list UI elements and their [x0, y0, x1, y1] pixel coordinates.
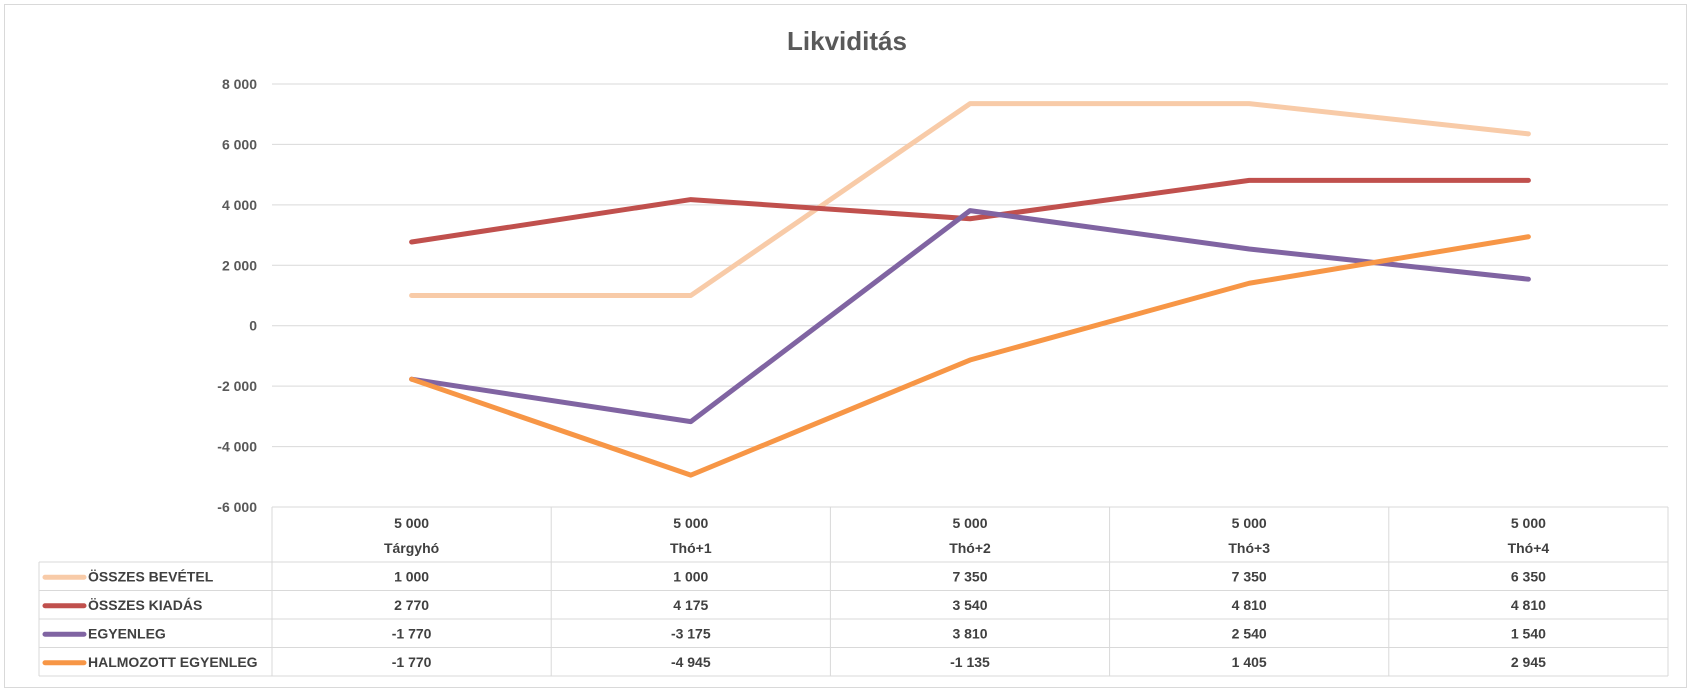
category-header-value: 5 000	[952, 515, 987, 531]
y-tick-label: 2 000	[222, 257, 257, 273]
x-tick-label: Thó+1	[670, 540, 712, 556]
data-table-cell: 4 810	[1511, 597, 1546, 613]
category-header-value: 5 000	[1511, 515, 1546, 531]
y-axis: 8 000 6 000 4 000 2 000 0 -2 000 -4 000 -6 000	[217, 76, 257, 515]
category-header-value: 5 000	[673, 515, 708, 531]
series-line	[409, 177, 1531, 245]
data-table-cell: 4 175	[673, 597, 708, 613]
data-table-cell: 1 540	[1511, 625, 1546, 641]
data-table-cell: 3 540	[952, 597, 987, 613]
legend-label: HALMOZOTT EGYENLEG	[88, 654, 258, 670]
y-tick-label: 4 000	[222, 197, 257, 213]
data-table-cell: 3 810	[952, 625, 987, 641]
legend-label: ÖSSZES BEVÉTEL	[88, 568, 214, 584]
data-table-cell: 1 000	[394, 568, 429, 584]
data-table-cell: 7 350	[952, 568, 987, 584]
legend-label: EGYENLEG	[88, 625, 166, 641]
category-header-value: 5 000	[1232, 515, 1267, 531]
data-table-cell: -1 770	[392, 625, 432, 641]
series-line	[409, 234, 1531, 478]
data-table: 5 000 Tárgyhó 5 000 Thó+1 5 000 Thó+2 5 000 Thó…	[38, 507, 1669, 677]
data-table-cell: 1 000	[673, 568, 708, 584]
y-tick-label: 6 000	[222, 136, 257, 152]
chart-title: Likviditás	[787, 26, 907, 56]
data-table-cell: -4 945	[671, 654, 711, 670]
x-tick-label: Tárgyhó	[384, 540, 439, 556]
series-lines	[409, 101, 1531, 478]
data-table-cell: 1 405	[1232, 654, 1267, 670]
x-tick-label: Thó+2	[949, 540, 991, 556]
y-tick-label: -4 000	[217, 439, 257, 455]
chart-frame	[4, 4, 1687, 688]
data-table-cell: 2 770	[394, 597, 429, 613]
category-header-value: 5 000	[394, 515, 429, 531]
series-line	[409, 101, 1531, 298]
x-tick-label: Thó+3	[1228, 540, 1270, 556]
legend-label: ÖSSZES KIADÁS	[88, 597, 202, 613]
data-table-cell: 7 350	[1232, 568, 1267, 584]
data-table-cell: 2 945	[1511, 654, 1546, 670]
data-table-cell: -3 175	[671, 625, 711, 641]
data-table-cell: -1 135	[950, 654, 990, 670]
gridlines	[272, 83, 1668, 508]
data-table-cell: -1 770	[392, 654, 432, 670]
series-line	[409, 208, 1531, 425]
x-tick-label: Thó+4	[1508, 540, 1550, 556]
data-table-cell: 2 540	[1232, 625, 1267, 641]
y-tick-label: -6 000	[217, 499, 257, 515]
y-tick-label: -2 000	[217, 378, 257, 394]
data-table-cell: 4 810	[1232, 597, 1267, 613]
y-tick-label: 8 000	[222, 76, 257, 92]
y-tick-label: 0	[249, 318, 257, 334]
data-table-cell: 6 350	[1511, 568, 1546, 584]
